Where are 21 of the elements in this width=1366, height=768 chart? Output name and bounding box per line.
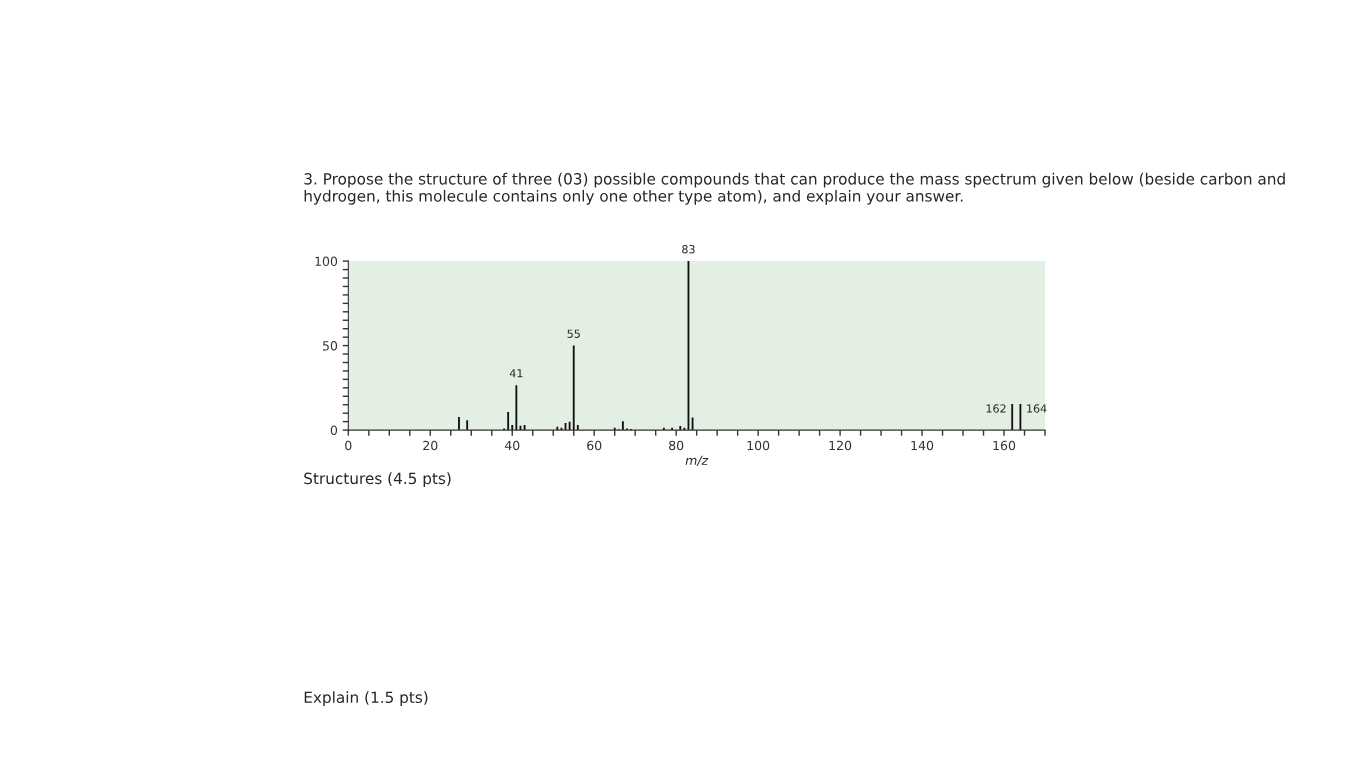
x-tick-label: 40 bbox=[504, 440, 520, 451]
x-tick-label: 160 bbox=[993, 440, 1016, 451]
x-tick-label: 120 bbox=[829, 440, 852, 451]
x-tick-label: 80 bbox=[669, 440, 684, 451]
y-tick-label: 0 bbox=[330, 425, 338, 436]
y-tick-label: 50 bbox=[322, 341, 338, 351]
annotation: 164 bbox=[1027, 404, 1047, 413]
text: Structures (4.5 pts) bbox=[304, 472, 451, 488]
y-tick-label: 100 bbox=[315, 256, 338, 267]
x-axis-title: m/z bbox=[685, 455, 709, 467]
x-tick-label: 140 bbox=[911, 440, 934, 451]
annotation: 83 bbox=[682, 245, 695, 254]
text: Explain (1.5 pts) bbox=[304, 691, 428, 706]
annotation: 162 bbox=[986, 404, 1006, 413]
x-tick-label: 0 bbox=[345, 440, 352, 451]
annotation: 55 bbox=[567, 329, 580, 338]
chart-title: 3. Propose the structure of three (03) possible compounds that can produce the mass spectrum given below (beside carbon and hydrogen, this molecule contains only one other type atom), and explain your answer. bbox=[304, 172, 1285, 205]
annotation: 41 bbox=[509, 369, 523, 378]
x-tick-label: 20 bbox=[423, 440, 438, 451]
x-tick-label: 100 bbox=[747, 440, 770, 451]
x-tick-label: 60 bbox=[587, 440, 602, 451]
